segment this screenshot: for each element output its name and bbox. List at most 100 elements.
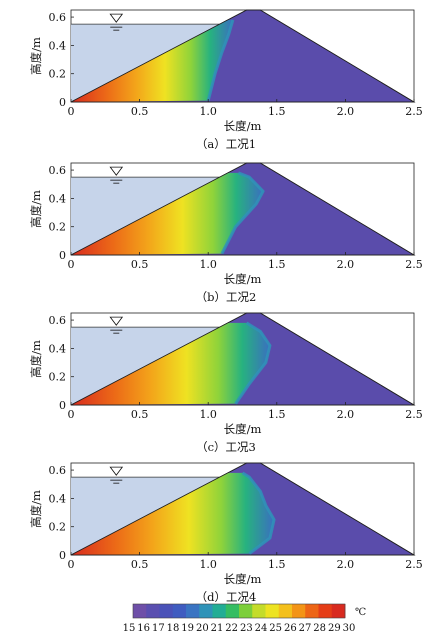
temperature-front xyxy=(234,321,272,405)
colorbar-unit: ℃ xyxy=(355,607,366,618)
colorbar-tick-label: 29 xyxy=(328,623,341,634)
y-tick-label: 0.4 xyxy=(49,39,67,52)
y-tick-label: 0.4 xyxy=(49,192,67,205)
dam-outline xyxy=(70,162,416,256)
y-tick-label: 0.2 xyxy=(49,68,67,81)
temperature-front xyxy=(241,471,276,555)
colorbar-swatch xyxy=(199,604,213,618)
colorbar-swatch xyxy=(159,604,174,618)
warm-seepage-zone xyxy=(71,472,275,555)
x-tick-label: 0 xyxy=(68,258,75,271)
water-level-icon xyxy=(109,166,124,184)
y-tick-label: 0 xyxy=(59,399,66,412)
colorbar-swatch xyxy=(133,604,147,618)
x-tick-label: 0 xyxy=(68,105,75,118)
colorbar-tick-label: 23 xyxy=(240,623,253,634)
x-axis-label: 长度/m xyxy=(224,572,262,586)
x-tick-label: 2.0 xyxy=(337,105,355,118)
colorbar-swatch xyxy=(265,604,280,618)
colorbar-swatch xyxy=(252,604,266,618)
colorbar-tick-label: 16 xyxy=(137,623,150,634)
colorbar-tick-label: 24 xyxy=(255,623,268,634)
y-tick-label: 0.4 xyxy=(49,342,67,355)
x-tick-label: 2.5 xyxy=(405,105,423,118)
colorbar-swatch xyxy=(172,604,187,618)
x-tick-label: 1.0 xyxy=(199,558,217,571)
x-tick-label: 1.5 xyxy=(268,408,286,421)
colorbar-tick-label: 21 xyxy=(211,623,224,634)
y-tick-label: 0 xyxy=(59,549,66,562)
panel-4: 0 0.5 1.0 1.5 2.0 2.5 0 0.2 0.4 0.6 长度/m 高度/m （d）工况4 xyxy=(29,462,423,604)
y-tick-label: 0.6 xyxy=(49,464,67,477)
y-tick-label: 0.2 xyxy=(49,521,67,534)
x-tick-label: 2.5 xyxy=(405,258,423,271)
y-tick-label: 0 xyxy=(59,249,66,262)
x-tick-label: 2.0 xyxy=(337,558,355,571)
x-axis-label: 长度/m xyxy=(224,272,262,286)
x-axis-label: 长度/m xyxy=(224,422,262,436)
y-tick-label: 0.6 xyxy=(49,164,67,177)
colorbar-swatch xyxy=(239,604,253,618)
y-tick-label: 0.6 xyxy=(49,11,67,24)
colorbar-tick-label: 26 xyxy=(284,623,297,634)
colorbar-tick-label: 22 xyxy=(225,623,238,634)
x-tick-label: 0 xyxy=(68,408,75,421)
panel-caption: （d）工况4 xyxy=(196,590,257,604)
colorbar-swatch xyxy=(292,604,306,618)
x-tick-label: 1.5 xyxy=(268,558,286,571)
colorbar-tick-label: 15 xyxy=(123,623,136,634)
water-level-icon xyxy=(109,466,124,484)
y-axis-label: 高度/m xyxy=(29,490,43,528)
colorbar-tick-label: 19 xyxy=(181,623,194,634)
colorbar-swatch xyxy=(146,604,160,618)
x-tick-label: 1.5 xyxy=(268,258,286,271)
colorbar-swatch xyxy=(225,604,240,618)
colorbar-swatch xyxy=(212,604,227,618)
colorbar: 15 16 17 18 19 20 21 22 23 24 25 26 27 28 29 30 ℃ xyxy=(123,603,366,634)
x-tick-label: 0 xyxy=(68,558,75,571)
x-tick-label: 2.5 xyxy=(405,558,423,571)
panel-3: 0 0.5 1.0 1.5 2.0 2.5 0 0.2 0.4 0.6 长度/m 高度/m （c）工况3 xyxy=(29,312,423,454)
warm-seepage-zone xyxy=(71,322,270,405)
colorbar-tick-label: 27 xyxy=(299,623,312,634)
panel-1: 0 0.5 1.0 1.5 2.0 2.5 0 0.2 0.4 0.6 长度/m 高度/m （a）工况1 xyxy=(29,9,423,151)
y-axis-label: 高度/m xyxy=(29,340,43,378)
colorbar-swatch xyxy=(318,604,333,618)
x-tick-label: 1.5 xyxy=(268,105,286,118)
y-axis-label: 高度/m xyxy=(29,37,43,75)
x-tick-label: 0.5 xyxy=(131,408,149,421)
colorbar-tick-label: 18 xyxy=(167,623,180,634)
x-tick-label: 1.0 xyxy=(199,105,217,118)
y-axis-label: 高度/m xyxy=(29,190,43,228)
panel-caption: （b）工况2 xyxy=(196,290,257,304)
colorbar-swatch xyxy=(278,604,293,618)
x-axis-label: 长度/m xyxy=(224,119,262,133)
x-tick-label: 0.5 xyxy=(131,105,149,118)
colorbar-swatch xyxy=(305,604,319,618)
x-tick-label: 0.5 xyxy=(131,558,149,571)
panel-2: 0 0.5 1.0 1.5 2.0 2.5 0 0.2 0.4 0.6 长度/m 高度/m （b）工况2 xyxy=(29,162,423,304)
warm-seepage-zone xyxy=(71,172,264,255)
water-level-icon xyxy=(109,13,124,31)
colorbar-frame xyxy=(132,603,346,619)
x-tick-label: 2.5 xyxy=(405,408,423,421)
y-tick-label: 0.2 xyxy=(49,221,67,234)
x-tick-label: 2.0 xyxy=(337,408,355,421)
colorbar-tick-label: 17 xyxy=(152,623,165,634)
x-tick-label: 2.0 xyxy=(337,258,355,271)
colorbar-tick-label: 28 xyxy=(313,623,326,634)
colorbar-swatch xyxy=(331,604,346,618)
water-level-icon xyxy=(109,316,124,334)
temperature-front xyxy=(220,171,265,255)
dam-outline xyxy=(70,9,416,103)
colorbar-swatch xyxy=(186,604,200,618)
panel-caption: （c）工况3 xyxy=(196,440,256,454)
dam-outline xyxy=(70,462,416,556)
colorbar-tick-label: 20 xyxy=(196,623,209,634)
x-tick-label: 1.0 xyxy=(199,258,217,271)
x-tick-label: 1.0 xyxy=(199,408,217,421)
temperature-front xyxy=(206,19,235,101)
y-tick-label: 0.4 xyxy=(49,492,67,505)
y-tick-label: 0.6 xyxy=(49,314,67,327)
